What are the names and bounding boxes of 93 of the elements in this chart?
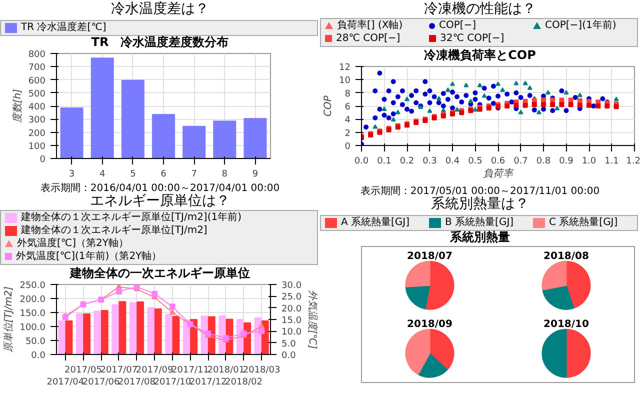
text: 系統別熱量は？ [430, 195, 530, 213]
text: 表示期間：2016/04/01 00:00～2017/04/01 00:00 [39, 182, 281, 194]
x-tick-label: 0.0 [354, 156, 369, 166]
x-tick-label: 1.1 [604, 156, 619, 166]
y-tick-label: 10 [339, 76, 351, 86]
legend-label: 32℃ COP[−] [440, 33, 504, 44]
y-tick-label: 250.0 [20, 281, 46, 291]
y-tick-label: 8 [344, 89, 351, 100]
x-tick-label: 2017/05 [64, 366, 102, 376]
y-tick-label: 700 [28, 63, 46, 74]
legend-label: COP[−] [439, 20, 476, 31]
x-tick-label: 0.5 [468, 156, 482, 166]
legend-label: C 系統熱量[GJ] [549, 217, 618, 228]
y-tick-label: 300 [28, 116, 46, 126]
y-tick-label: 150.0 [20, 309, 46, 319]
x-tick-label: 0.7 [514, 156, 528, 166]
y-tick-label: 800 [28, 50, 46, 60]
x-tick-label: 0.9 [559, 156, 574, 166]
legend-label: 建物全体の１次エネルギー原単位[TJ/m2] [21, 225, 208, 236]
legend-label: 外気温度[℃](1年前)（第2Y軸） [16, 251, 162, 262]
y-tick-label: 0 [40, 155, 46, 165]
x-tick-label: 2018/02 [225, 378, 262, 388]
x-tick-label: 2017/11 [172, 366, 209, 376]
chart-title: エネルギー原単位は？ [89, 192, 231, 210]
y-tick-label: 6 [344, 102, 351, 112]
y2-tick-label: 15.0 [282, 316, 302, 326]
x-tick-label: 2017/10 [154, 378, 192, 388]
x-tick-label: 1.2 [626, 156, 640, 166]
y-tick-label: 500 [28, 89, 46, 100]
y-tick-label: 400 [28, 102, 46, 112]
x-tick-label: 6 [160, 170, 167, 180]
x-tick-label: 2017/06 [82, 378, 120, 388]
y2-tick-label: 25.0 [282, 292, 302, 303]
legend-label: 建物全体の１次エネルギー原単位[TJ/m2](1年前) [21, 212, 242, 223]
x-tick-label: 2017/12 [189, 378, 227, 388]
y-tick-label: 4 [344, 116, 351, 126]
chart-title: 2018/09 [407, 319, 452, 330]
y2-tick-label: 20.0 [282, 304, 302, 314]
legend-label: A 系統熱量[GJ] [341, 217, 410, 228]
y-tick-label: 600 [28, 76, 46, 86]
legend-label: COP[−](1年前) [545, 20, 616, 31]
chart-title: 冷凍機の性能は？ [423, 0, 537, 18]
x-tick-label: 2017/08 [118, 378, 156, 388]
y-tick-label: 2 [344, 128, 351, 139]
x-axis-title: 負荷率 [483, 168, 514, 180]
y2-axis-title: 外気温度[℃] [306, 290, 319, 350]
text: 系統別熱量 [449, 230, 511, 245]
chart-title: 冷水温度差は？ [110, 0, 210, 18]
legend-label: 外気温度[℃]（第2Y軸） [17, 238, 129, 249]
legend-label: B 系統熱量[GJ] [445, 217, 514, 228]
y-tick-label: 0.0 [31, 351, 46, 361]
chart-subtitle: TR 冷水温度差度数分布 [90, 35, 230, 50]
legend-label: TR 冷水温度差[℃] [21, 22, 106, 33]
x-tick-label: 0.2 [400, 156, 414, 166]
y2-tick-label: 30.0 [282, 281, 302, 291]
x-tick-label: 2018/03 [242, 366, 280, 376]
legend-label: 負荷率[] (X軸) [337, 20, 403, 31]
x-tick-label: 9 [252, 170, 258, 180]
x-tick-label: 1.0 [582, 156, 596, 166]
chart-subtitle: 冷凍機負荷率とCOP [423, 48, 537, 63]
x-tick-label: 2017/07 [100, 366, 138, 376]
x-tick-label: 8 [222, 170, 228, 180]
x-tick-label: 0.4 [445, 156, 460, 166]
chart-subtitle: 建物全体の一次エネルギー原単位 [68, 266, 251, 281]
y-tick-label: 50.0 [25, 337, 46, 347]
x-tick-label: 2017/04 [46, 378, 84, 388]
y2-tick-label: 5.0 [282, 339, 296, 350]
y-axis-title: COP [323, 94, 334, 116]
y-axis-title: 度数[h] [11, 88, 24, 124]
x-tick-label: 0.1 [377, 156, 392, 166]
y2-tick-label: 0.0 [282, 351, 296, 361]
chart-title: 2018/08 [544, 251, 589, 262]
y-tick-label: 12 [339, 63, 350, 73]
x-tick-label: 0.6 [490, 156, 506, 166]
y-tick-label: 100.0 [20, 323, 46, 333]
chart-title: 2018/10 [544, 319, 589, 330]
y-tick-label: 0 [344, 142, 351, 152]
text: 2018/07 [407, 251, 452, 262]
y-axis-title: 原単位[TJ/m2] [2, 286, 15, 353]
y2-tick-label: 10.0 [282, 328, 302, 338]
x-tick-label: 5 [130, 170, 136, 180]
x-tick-label: 4 [99, 170, 106, 180]
x-tick-label: 2018/01 [207, 366, 245, 376]
text: 表示期間：2017/05/01 00:00～2017/11/01 00:00 [359, 185, 601, 197]
y-tick-label: 100 [28, 142, 46, 152]
legend-label: 28℃ COP[−] [336, 33, 400, 44]
y-tick-label: 200 [28, 128, 46, 139]
x-tick-label: 7 [191, 170, 197, 180]
y-tick-label: 200.0 [20, 295, 46, 305]
x-tick-label: 2017/09 [136, 366, 174, 376]
x-tick-label: 0.3 [422, 156, 437, 166]
x-tick-label: 3 [68, 170, 75, 180]
x-tick-label: 0.8 [536, 156, 551, 166]
